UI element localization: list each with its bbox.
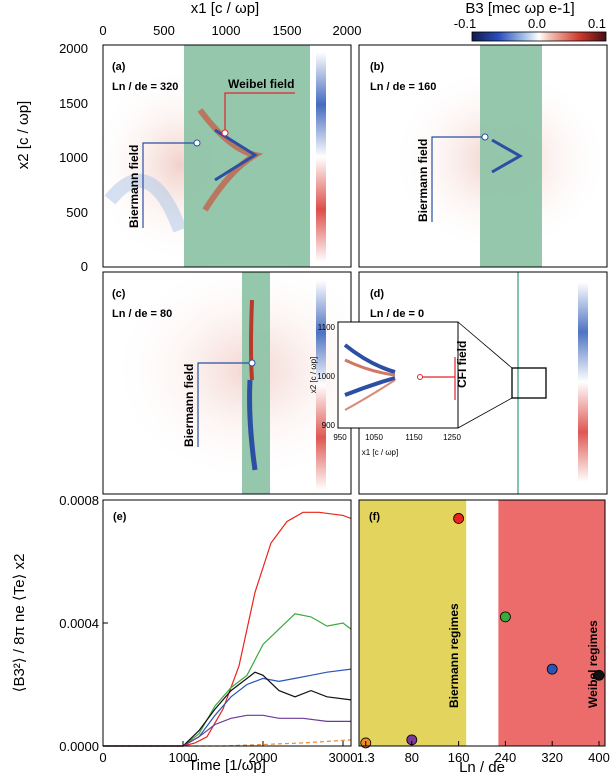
panel-tag: (e): [113, 511, 127, 523]
left-tick: 2000: [59, 41, 88, 56]
left-tick: 1000: [59, 150, 88, 165]
inset-ytick: 900: [322, 421, 336, 430]
x-tick-label: 240: [495, 750, 517, 765]
inset-xlabel: x1 [c / ωp]: [362, 448, 398, 457]
top-tick: 0: [99, 23, 106, 38]
panel-param: Ln / de = 320: [112, 81, 178, 93]
x-axis-label: Time [1/ωp]: [188, 757, 266, 774]
series-line: [103, 511, 352, 747]
inset-xtick: 1050: [365, 433, 383, 442]
x-tick-label: 1.3: [357, 750, 375, 765]
regime-region: [359, 500, 467, 746]
y-tick-label: 0.0008: [59, 493, 99, 508]
left-tick: 1500: [59, 96, 88, 111]
cfi-annotation: CFI field: [455, 341, 469, 388]
biermann-annotation: Biermann field: [127, 145, 141, 228]
inset-ytick: 1100: [318, 323, 336, 332]
chart-e: 0 1000 2000 3000 0.0000 0.0004 0.0008 (e) Time […: [11, 493, 357, 774]
regime-label: Weibel regimes: [586, 620, 600, 708]
panel-param: Ln / de = 80: [112, 308, 172, 320]
x-tick-label: 2000: [249, 750, 278, 765]
x-tick-label: 400: [588, 750, 610, 765]
x-tick-label: 0: [99, 750, 106, 765]
x-tick-label: 3000: [329, 750, 358, 765]
y-tick-label: 0.0004: [59, 616, 99, 631]
panel-tag: (f): [369, 511, 380, 523]
biermann-annotation: Biermann field: [182, 364, 196, 447]
top-tick: 1000: [212, 23, 241, 38]
plot-frame: [358, 499, 606, 747]
colorbar-tick: 0.0: [528, 16, 546, 31]
plot-area: [103, 500, 351, 746]
panel-tag: (a): [112, 61, 126, 73]
panel-tag: (c): [112, 288, 126, 300]
series-line: [103, 671, 352, 747]
inset-ytick: 1000: [317, 372, 335, 381]
top-axis-ticks: 0 500 1000 1500 2000: [99, 23, 361, 38]
inset-xtick: 1250: [443, 433, 461, 442]
left-tick: 0: [81, 259, 88, 274]
inset-ylabel: x2 [c / ωp]: [309, 357, 318, 393]
data-point: [499, 611, 511, 623]
regime-label: Biermann regimes: [447, 603, 461, 708]
panel-param: Ln / de = 160: [370, 81, 436, 93]
data-point: [593, 669, 605, 681]
panel-b: (b) Ln / de = 160 Biermann field: [358, 44, 610, 268]
colorbar-label: B3 [mec ωp e-1]: [465, 0, 574, 17]
inset-xtick: 950: [333, 433, 347, 442]
inset: CFI field 950 1050 1150 1250 x1 [c / ωp]…: [309, 321, 469, 457]
biermann-annotation: Biermann field: [416, 139, 430, 222]
x-axis-label: Ln / de: [459, 759, 505, 776]
left-tick: 500: [66, 205, 88, 220]
panel-param: Ln / de = 0: [370, 308, 424, 320]
top-tick: 1500: [273, 23, 302, 38]
panel-a: (a) Ln / de = 320 Weibel field Biermann …: [90, 44, 352, 268]
series-line: [103, 714, 351, 747]
top-axis-label: x1 [c / ωp]: [191, 0, 259, 17]
colorbar: [471, 31, 607, 42]
panel-tag: (b): [370, 61, 384, 73]
top-tick: 500: [153, 23, 175, 38]
data-point: [546, 663, 558, 675]
panel-c: (c) Ln / de = 80 Biermann field: [102, 255, 390, 495]
x-tick-label: 320: [541, 750, 563, 765]
left-axis-label: x2 [c / ωp]: [15, 101, 32, 169]
x-tick-label: 160: [448, 750, 470, 765]
top-tick: 2000: [333, 23, 362, 38]
panel-tag: (d): [370, 288, 384, 300]
inset-xtick: 1150: [405, 433, 423, 442]
data-point: [453, 513, 465, 524]
colorbar-tick: -0.1: [454, 16, 476, 31]
y-tick-label: 0.0000: [59, 739, 99, 754]
panel-d: (d) Ln / de = 0: [358, 271, 608, 495]
x-tick-label: 80: [405, 750, 419, 765]
y-axis-label: ⟨B3²⟩ / 8π ne ⟨Te⟩ x2: [11, 554, 28, 693]
chart-f: Biermann regimes Weibel regimes 1.3 80 160 24…: [357, 499, 610, 776]
series-line: [103, 613, 352, 747]
colorbar-tick: 0.1: [588, 16, 606, 31]
x-tick-label: 1000: [169, 750, 198, 765]
weibel-annotation: Weibel field: [228, 77, 294, 91]
left-axis-ticks: 2000 1500 1000 500 0: [59, 41, 88, 274]
regime-region: [498, 500, 605, 746]
